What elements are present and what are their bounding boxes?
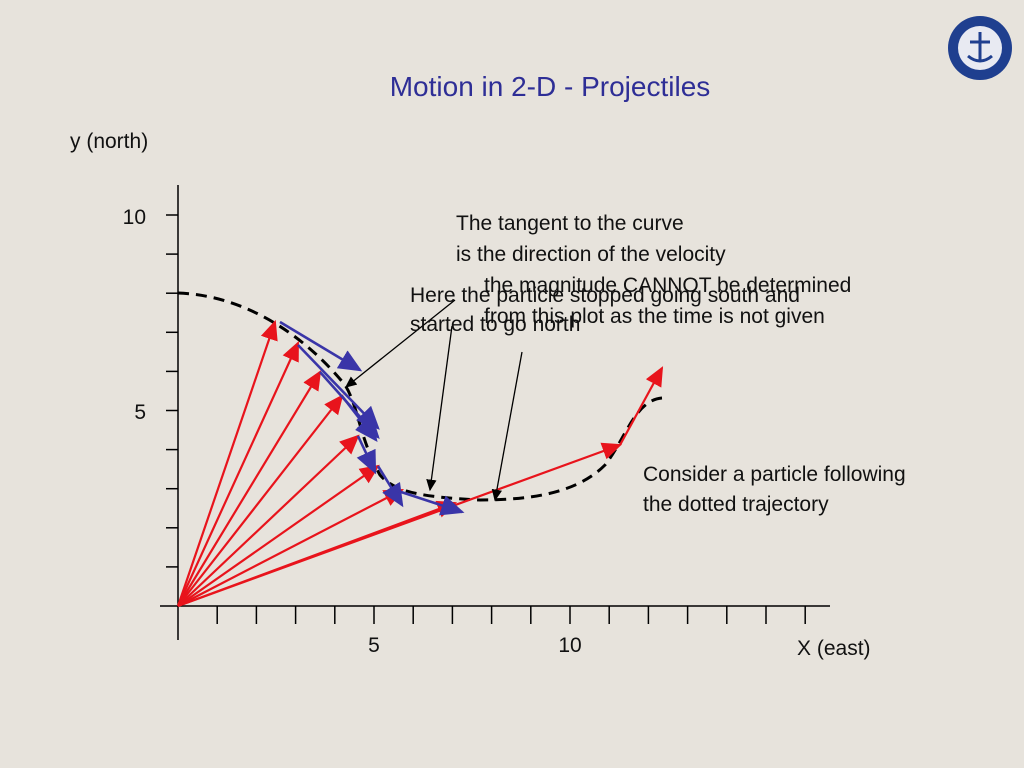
position-vector [177, 464, 380, 607]
velocity-vector [356, 435, 377, 475]
position-vector [177, 434, 360, 607]
velocity-vectors [279, 320, 465, 516]
annotation: the dotted trajectory [643, 493, 829, 516]
axes [160, 185, 830, 640]
velocity-vector [376, 465, 404, 508]
y-tick-label: 10 [123, 206, 146, 229]
velocity-vector [340, 395, 378, 443]
position-vector [177, 488, 404, 607]
annotation: is the direction of the velocity [456, 243, 726, 266]
annotation: The tangent to the curve [456, 212, 684, 235]
pointer-lines [344, 299, 523, 502]
annotation: from this plot as the time is not given [484, 305, 825, 328]
velocity-vector [297, 344, 380, 430]
trajectory [177, 291, 663, 502]
position-vector [177, 442, 623, 608]
annotation: Consider a particle following [643, 463, 906, 486]
position-vector [619, 366, 664, 446]
velocity-vector [279, 320, 363, 372]
position-vectors [176, 319, 664, 608]
velocity-vector [394, 488, 465, 516]
annotation: Here the particle stopped going south an… [410, 284, 800, 307]
logo [948, 16, 1012, 80]
position-vector [176, 319, 278, 607]
y-axis-label: y (north) [70, 130, 148, 153]
y-tick-label: 5 [134, 401, 146, 424]
annotation: the magnitude CANNOT be determined [484, 274, 851, 297]
x-tick-label: 5 [368, 634, 380, 657]
position-vector [176, 340, 300, 607]
position-vector [177, 394, 344, 607]
title: Motion in 2-D - Projectiles [390, 71, 711, 102]
x-axis-label: X (east) [797, 637, 871, 660]
x-tick-label: 10 [558, 634, 581, 657]
annotation: started to go north [410, 313, 580, 336]
position-vector [177, 370, 322, 607]
